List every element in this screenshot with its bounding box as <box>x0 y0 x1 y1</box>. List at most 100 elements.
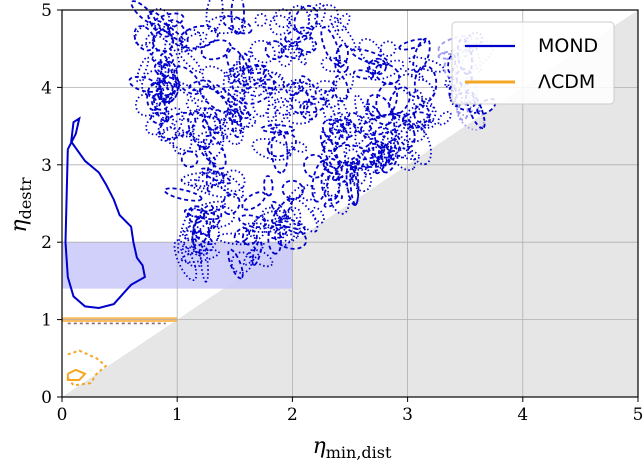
mond-dashed-contour <box>354 94 372 138</box>
mond-dashed-contour <box>476 98 497 115</box>
mond-dashed-contour <box>249 249 274 268</box>
mond-dashed-contour <box>230 0 245 35</box>
mond-dashed-contour <box>351 168 367 186</box>
mond-dashed-contour <box>354 109 375 145</box>
mond-dashed-contour <box>206 15 244 35</box>
mond-dashed-contour <box>191 216 211 255</box>
mond-dashed-contour <box>231 63 266 93</box>
mond-dashed-contour <box>362 142 383 163</box>
lcdm-solid-contour <box>66 368 87 381</box>
mond-dashed-contour <box>288 81 323 106</box>
mond-dashed-contour <box>163 187 203 202</box>
mond-dashed-contour <box>267 223 288 240</box>
mond-dashed-contour <box>251 84 270 118</box>
mond-dashed-contour <box>199 243 209 283</box>
mond-dashed-contour <box>230 17 246 34</box>
mond-dashed-contour <box>280 44 303 59</box>
y-tick-label-2: 2 <box>41 233 52 253</box>
mond-dashed-contour <box>172 131 193 155</box>
y-tick-label-4: 4 <box>41 78 52 98</box>
mond-dashed-contour <box>242 222 276 233</box>
mond-dashed-contour <box>233 227 251 244</box>
mond-dashed-contour <box>227 96 250 120</box>
mond-dashed-contour <box>337 121 358 139</box>
y-tick-label-1: 1 <box>41 311 52 331</box>
mond-dashed-contour <box>150 12 185 31</box>
mond-dashed-contour <box>134 23 158 47</box>
mond-dashed-contour <box>199 85 230 113</box>
mond-dashed-contour <box>177 211 192 254</box>
mond-dashed-contour <box>193 208 223 235</box>
mond-dashed-contour <box>232 63 248 87</box>
mond-dashed-contour <box>311 206 325 224</box>
mond-dashed-contour <box>454 100 473 117</box>
mond-dashed-contour <box>277 46 293 68</box>
mond-dashed-contour <box>148 8 171 30</box>
mond-dashed-contour <box>329 112 348 132</box>
mond-dashed-contour <box>241 228 258 246</box>
mond-dashed-contour <box>150 92 171 111</box>
mond-dashed-contour <box>356 145 396 166</box>
excluded-triangle <box>62 10 638 397</box>
mond-dashed-contour <box>388 86 411 115</box>
mond-dashed-contour <box>374 141 393 175</box>
mond-dashed-contour <box>398 38 427 51</box>
mond-dashed-contour <box>173 65 202 96</box>
mond-dashed-contour <box>231 110 243 138</box>
mond-dashed-contour <box>216 232 258 246</box>
mond-dashed-contour <box>358 38 383 65</box>
mond-dashed-contour <box>242 241 265 266</box>
mond-dashed-contour <box>373 126 397 154</box>
mond-dashed-contour <box>336 13 351 32</box>
mond-dashed-contour <box>287 185 306 202</box>
mond-dashed-contour <box>368 57 387 76</box>
mond-dashed-contour <box>222 66 245 98</box>
mond-dashed-contour <box>192 111 217 148</box>
mond-dashed-contour <box>200 167 232 185</box>
mond-dashed-contour <box>356 156 395 168</box>
mond-dashed-contour <box>284 26 313 45</box>
mond-dashed-contour <box>264 40 285 61</box>
mond-dashed-contour <box>381 116 407 140</box>
y-tick-label-5: 5 <box>41 1 52 21</box>
mond-dashed-contour <box>227 248 244 280</box>
mond-dashed-contour <box>187 178 231 198</box>
mond-dashed-contour <box>311 159 330 203</box>
mond-dashed-contour <box>200 39 232 61</box>
mond-dashed-contour <box>326 171 351 215</box>
mond-dashed-contour <box>421 119 437 129</box>
mond-dashed-contour <box>186 205 206 224</box>
mond-dashed-contour <box>277 207 302 247</box>
mond-dashed-contour <box>348 111 375 140</box>
mond-dashed-contour <box>146 81 163 111</box>
mond-dashed-contour <box>279 217 307 235</box>
mond-dashed-contour <box>350 48 390 67</box>
mond-dashed-contour <box>267 102 277 130</box>
mond-dashed-contour <box>180 150 199 168</box>
mond-dashed-contour <box>157 107 184 142</box>
mond-dashed-contour <box>173 239 198 282</box>
mond-dashed-contour <box>319 131 340 170</box>
mond-dashed-contour <box>337 97 352 136</box>
mond-dashed-contour <box>193 229 214 246</box>
mond-dashed-contour <box>391 146 417 171</box>
mond-dashed-contour <box>273 8 293 29</box>
mond-dashed-contour <box>271 197 294 225</box>
mond-dashed-contour <box>227 66 245 84</box>
mond-dashed-contour <box>324 73 355 109</box>
mond-dashed-contour <box>180 249 220 264</box>
mond-dashed-contour <box>397 73 435 100</box>
mond-dashed-contour <box>350 163 372 193</box>
legend-label-lcdm: ΛCDM <box>538 71 595 93</box>
mond-dashed-contour <box>134 93 158 117</box>
mond-dashed-contour <box>449 87 463 108</box>
mond-dashed-contour <box>188 79 212 92</box>
mond-dashed-contour <box>290 140 308 153</box>
mond-dashed-contour <box>195 107 231 121</box>
mond-dashed-contour <box>270 83 294 103</box>
mond-dashed-contour <box>212 83 238 106</box>
mond-dashed-contour <box>241 191 267 211</box>
mond-dashed-contour <box>205 205 235 228</box>
mond-dashed-contour <box>457 102 469 121</box>
mond-dashed-contour <box>222 108 252 132</box>
